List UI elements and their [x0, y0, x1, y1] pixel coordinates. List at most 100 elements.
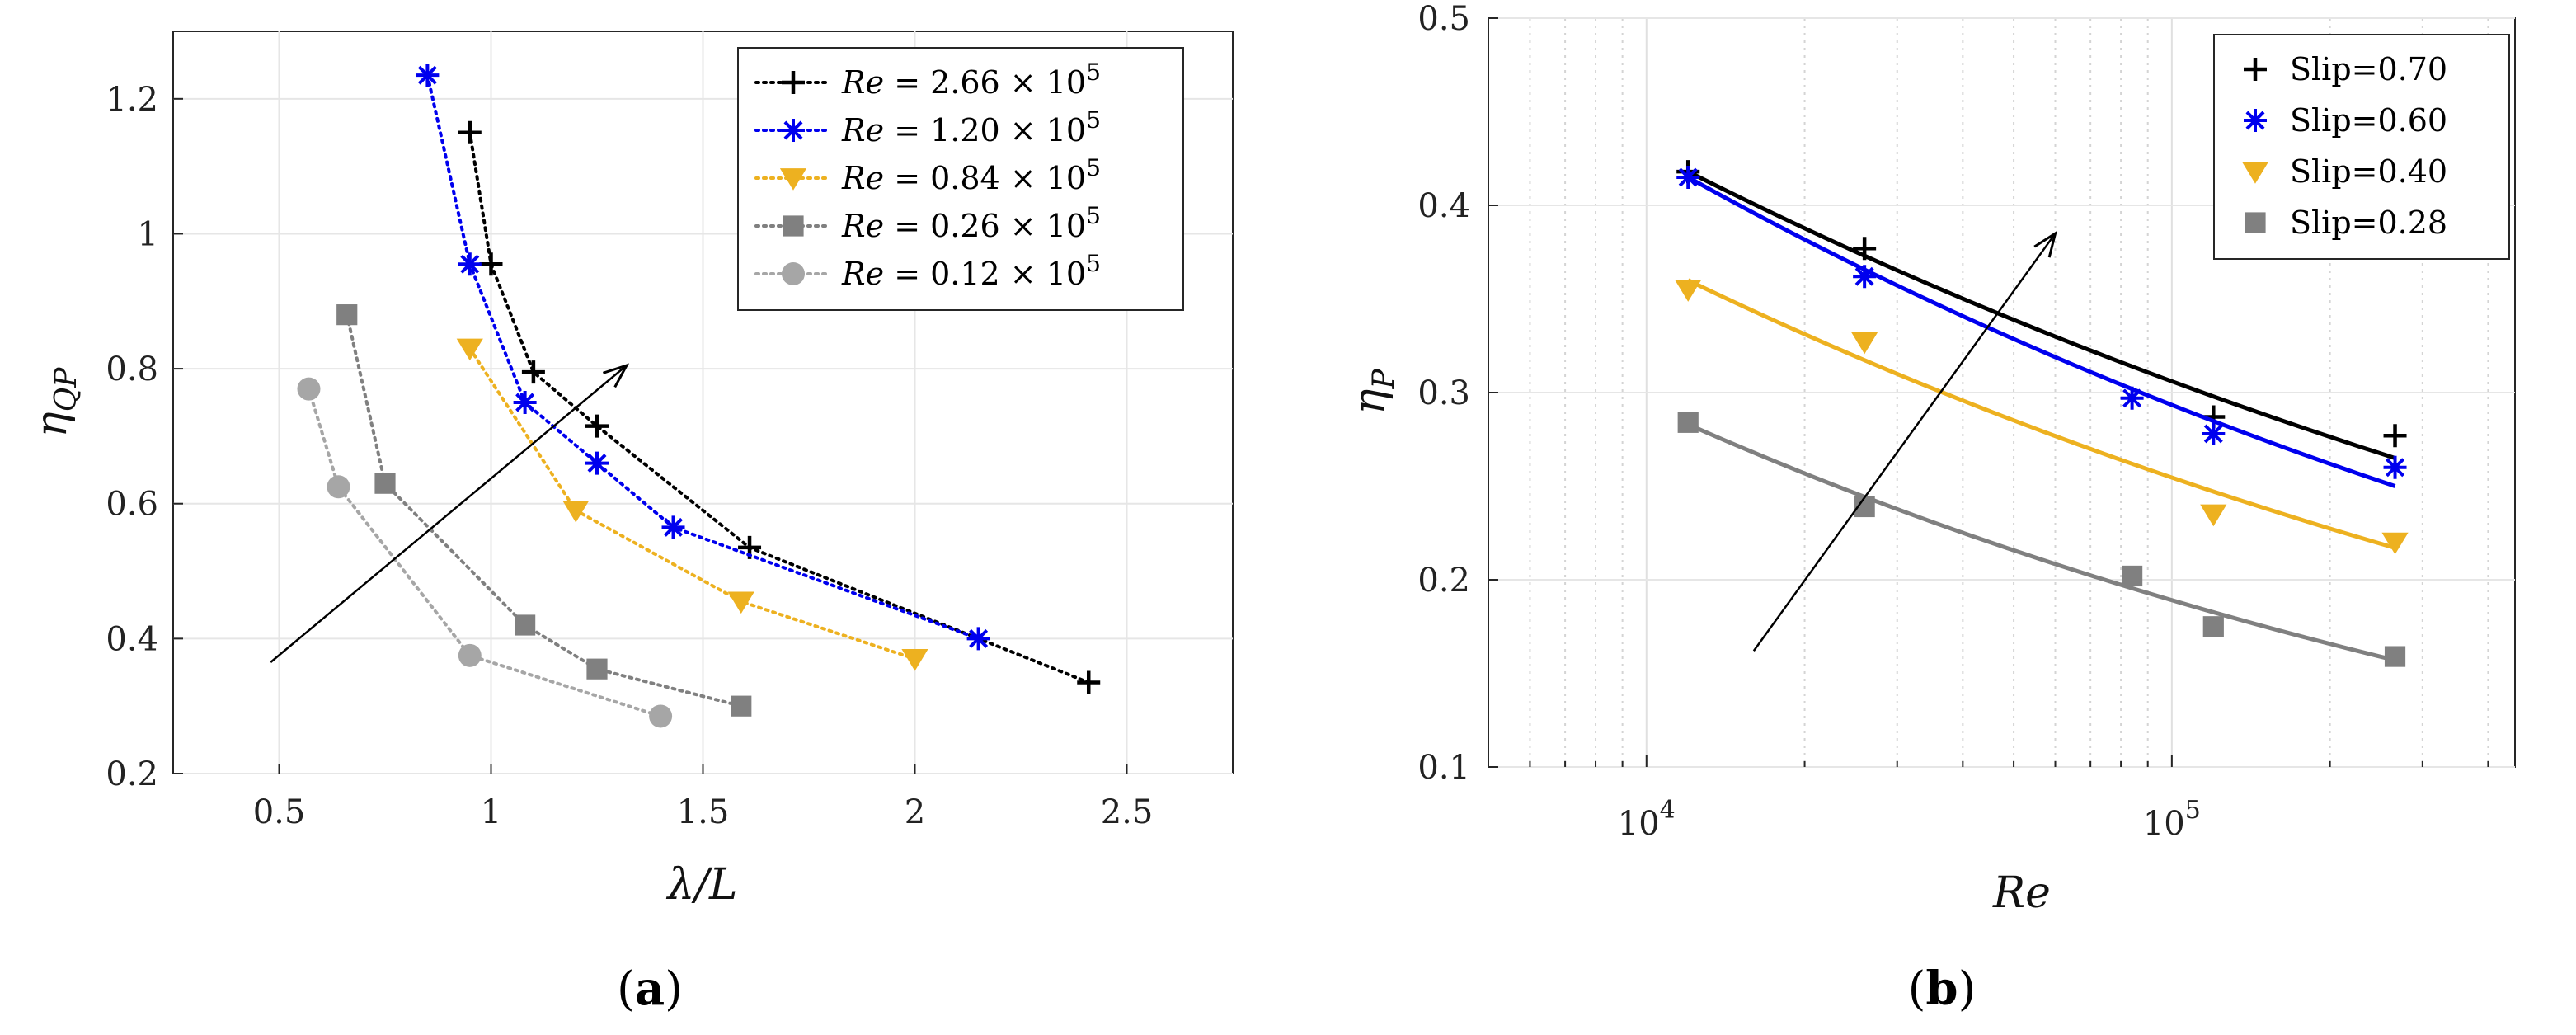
- a-series-4: [297, 377, 673, 728]
- panel-a-ticks: 0.5 1 1.5 2 2.5 0.2 0.4 0.6 0.8 1 1.2: [106, 81, 1153, 831]
- a-data-point: [731, 695, 752, 717]
- b-legend-item: Slip=0.40: [2241, 153, 2447, 190]
- b-legend-item: Slip=0.70: [2244, 51, 2447, 87]
- panel-a-ylabel: ηQP: [27, 367, 83, 438]
- a-data-point: [521, 360, 545, 384]
- svg-text:ηP: ηP: [1345, 369, 1401, 415]
- a-legend-label: Re = 0.26 × 105: [841, 202, 1101, 244]
- b-legend-marker: [2244, 58, 2267, 81]
- b-legend-item: Slip=0.60: [2244, 102, 2447, 139]
- panel-b-ylabel-main: η: [1345, 389, 1394, 415]
- b-ytick-label: 0.2: [1417, 562, 1470, 600]
- b-trend-arrow: [1752, 230, 2057, 652]
- b-data-point: [2120, 386, 2144, 410]
- b-data-point: [1851, 332, 1878, 355]
- panel-a-legend: Re = 2.66 × 105 Re = 1.20 × 105 Re = 0.84 …: [737, 47, 1184, 311]
- a-data-point: [458, 120, 482, 144]
- a-data-point: [661, 515, 685, 539]
- a-data-point: [515, 614, 536, 636]
- b-fit-curve: [1687, 278, 2396, 550]
- a-ytick-label: 1.2: [106, 81, 158, 119]
- b-legend-label: Slip=0.70: [2290, 51, 2447, 87]
- a-data-point: [456, 338, 483, 361]
- b-legend-label: Slip=0.28: [2290, 205, 2447, 241]
- b-data-point: [1853, 265, 1877, 289]
- panel-b-legend: Slip=0.70 Slip=0.60 Slip=0.40 Slip=0.28: [2213, 34, 2510, 260]
- b-data-point: [1853, 237, 1877, 261]
- panel-a: 0.5 1 1.5 2 2.5 0.2 0.4 0.6 0.8 1 1.2 Re = 2.66 × …: [27, 31, 1234, 1016]
- a-data-point: [336, 304, 358, 326]
- a-legend-marker: [782, 71, 805, 94]
- a-data-point: [562, 501, 590, 523]
- a-series-line: [468, 346, 917, 661]
- b-legend-marker: [2244, 109, 2267, 132]
- a-xtick-label: 2.5: [1101, 793, 1154, 831]
- a-xtick-label: 1.5: [677, 793, 730, 831]
- b-xtick-label: 104: [1618, 796, 1676, 843]
- a-ytick-label: 0.2: [106, 755, 158, 793]
- a-data-point: [458, 643, 482, 667]
- a-data-point: [585, 414, 609, 438]
- a-data-point: [458, 252, 482, 276]
- b-fit-curve: [1687, 169, 2396, 460]
- a-legend-item: Re = 2.66 × 105: [754, 59, 1101, 101]
- a-series-1: [416, 64, 990, 651]
- a-data-point: [649, 704, 673, 728]
- a-data-point: [513, 391, 537, 414]
- panel-b-series: [1675, 160, 2409, 667]
- panel-a-xlabel: λ/L: [665, 860, 737, 910]
- a-legend-label: Re = 2.66 × 105: [841, 59, 1101, 101]
- a-legend-marker: [783, 215, 804, 237]
- panel-a-annotations: [270, 363, 630, 663]
- a-data-point: [901, 649, 928, 671]
- a-data-point: [327, 475, 350, 499]
- panel-b-ticks: 104 105 0.1 0.2 0.3 0.4 0.5: [1417, 0, 2489, 843]
- b-ytick-label: 0.3: [1417, 374, 1470, 412]
- b-legend-item: Slip=0.28: [2245, 205, 2447, 241]
- b-data-point: [2383, 424, 2407, 448]
- b-series-1: [1676, 165, 2407, 488]
- b-data-point: [2202, 421, 2226, 445]
- a-series-line: [307, 387, 663, 718]
- panel-a-ylabel-sub: QP: [49, 367, 83, 412]
- a-series-3: [336, 304, 752, 717]
- a-data-point: [374, 473, 396, 494]
- a-series-line: [468, 130, 1091, 685]
- b-fit-curve: [1687, 422, 2396, 663]
- b-data-point: [2381, 532, 2409, 555]
- a-data-point: [416, 64, 440, 87]
- a-legend-item: Re = 0.12 × 105: [754, 250, 1101, 292]
- a-trend-arrow: [270, 363, 630, 663]
- b-data-point: [2384, 646, 2406, 667]
- a-legend-label: Re = 0.12 × 105: [841, 250, 1101, 292]
- a-ytick-label: 0.6: [106, 486, 158, 524]
- panel-a-caption: (a): [617, 962, 683, 1016]
- a-legend-marker: [779, 168, 807, 191]
- b-series-2: [1675, 278, 2409, 555]
- b-series-3: [1677, 412, 2406, 667]
- svg-text:ηQP: ηQP: [27, 367, 83, 438]
- a-ytick-label: 0.8: [106, 350, 158, 388]
- panel-b-ylabel: ηP: [1345, 369, 1401, 415]
- panel-a-series: [297, 64, 1101, 728]
- b-fit-curve: [1687, 175, 2396, 488]
- panel-a-grid: [173, 31, 1233, 774]
- b-data-point: [2202, 616, 2224, 637]
- b-legend-marker: [2245, 212, 2266, 233]
- b-legend-label: Slip=0.60: [2290, 102, 2447, 139]
- a-legend-marker: [782, 119, 805, 142]
- a-ytick-label: 0.4: [106, 620, 158, 658]
- panel-b-annotations: [1752, 230, 2057, 652]
- a-ytick-label: 1: [138, 215, 158, 253]
- a-data-point: [585, 451, 609, 475]
- a-data-point: [479, 252, 503, 276]
- b-data-point: [2383, 455, 2407, 479]
- panel-b-caption-label: b: [1925, 962, 1958, 1016]
- b-data-point: [1676, 165, 1700, 189]
- b-ytick-label: 0.1: [1417, 749, 1470, 787]
- b-legend-label: Slip=0.40: [2290, 153, 2447, 190]
- a-data-point: [297, 377, 321, 401]
- a-legend-marker: [782, 262, 805, 285]
- b-ytick-label: 0.4: [1417, 187, 1470, 225]
